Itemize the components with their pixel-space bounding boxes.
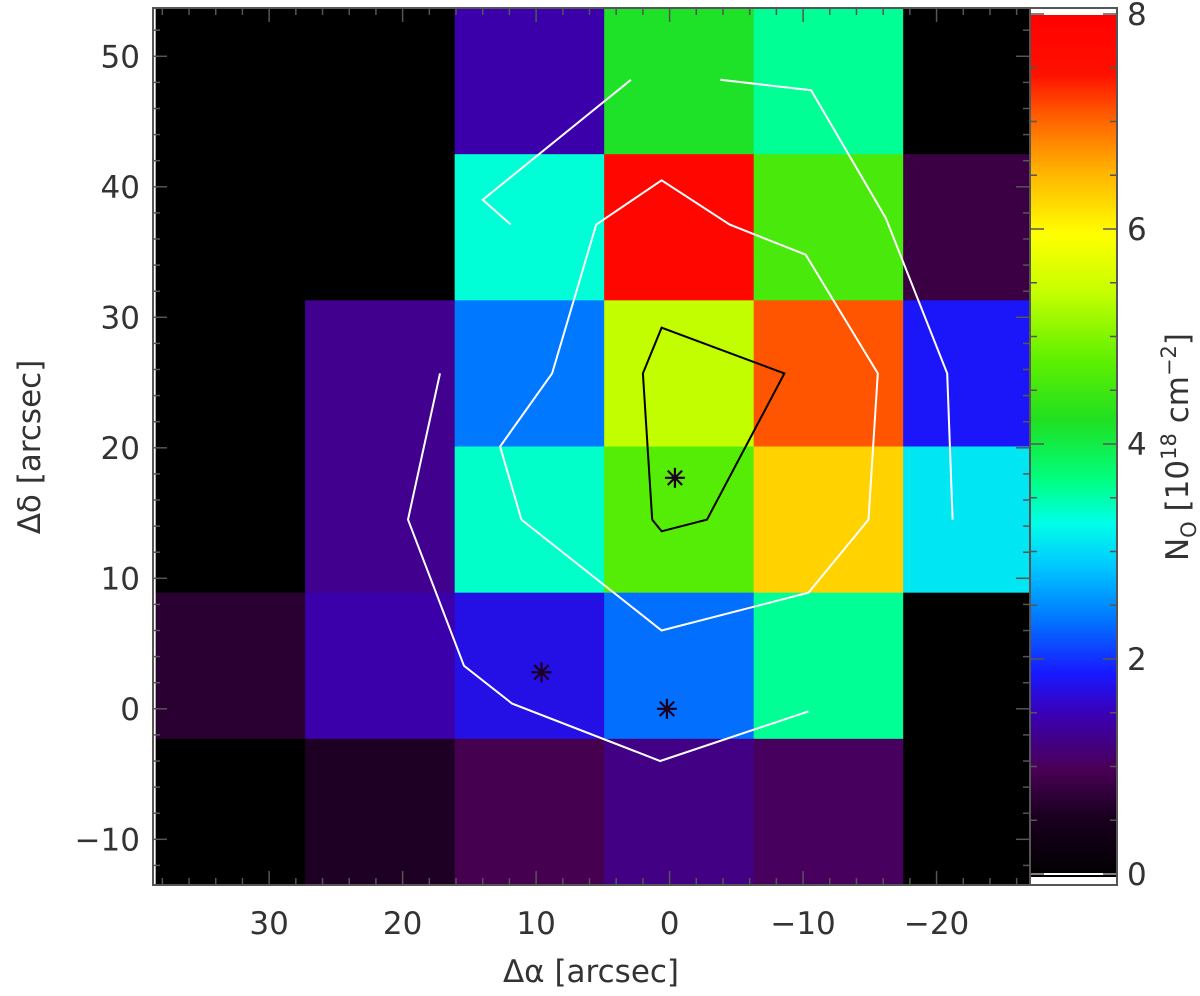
heatmap-cell	[753, 8, 904, 155]
colorbar-tick-label: 0	[1127, 857, 1147, 893]
heatmap-cell	[454, 592, 605, 740]
y-tick-label: 50	[101, 39, 140, 75]
heatmap-cell	[604, 154, 755, 301]
heatmap-cell	[753, 446, 904, 594]
frame-ticks	[153, 8, 1030, 885]
x-tick-label: 10	[516, 906, 555, 942]
heatmap-cell	[155, 154, 306, 301]
heatmap-cell	[903, 300, 1030, 447]
x-axis-label: Δα [arcsec]	[503, 954, 679, 990]
heatmap-cell	[155, 8, 306, 155]
heatmap-cell	[305, 446, 456, 594]
heatmap-cell	[604, 300, 755, 447]
heatmap-cell	[903, 738, 1030, 885]
colorbar-label-n: N	[1160, 538, 1196, 561]
x-tick-label: −20	[904, 906, 969, 942]
y-tick-label: 30	[101, 300, 140, 336]
heatmap-cell	[753, 154, 904, 301]
heatmap-cell	[454, 300, 605, 447]
contour-line	[641, 326, 786, 533]
contour-line	[481, 79, 632, 226]
heatmap-cell	[753, 592, 904, 740]
heatmap-cell	[903, 154, 1030, 301]
x-tick-label: 20	[383, 906, 422, 942]
colorbar-label-unit: cm	[1160, 376, 1196, 433]
star-marker	[656, 698, 677, 719]
colorbar-label-close: ]	[1160, 333, 1196, 345]
heatmap-cell	[305, 592, 456, 740]
heatmap-cell	[305, 154, 456, 301]
heatmap-cell	[305, 300, 456, 447]
contour-line	[406, 373, 809, 763]
heatmap-cell	[454, 154, 605, 301]
heatmap-cell	[454, 446, 605, 594]
colorbar-tick-label: 8	[1127, 0, 1147, 33]
heatmap-cells	[155, 8, 1030, 885]
colorbar-label-exp: 18	[1157, 433, 1181, 460]
colorbar-label-rest: [10	[1160, 460, 1196, 521]
star-markers	[531, 467, 685, 719]
heatmap-cell	[305, 8, 456, 155]
colorbar	[1030, 14, 1117, 877]
heatmap-cell	[903, 592, 1030, 740]
colorbar-tick-label: 4	[1127, 427, 1147, 463]
y-tick-label: 0	[120, 692, 140, 728]
y-tick-label: −10	[75, 822, 140, 858]
heatmap-cell	[155, 738, 306, 885]
heatmap-cell	[753, 300, 904, 447]
heatmap-cell	[454, 8, 605, 155]
heatmap-cell	[155, 446, 306, 594]
y-tick-label: 10	[101, 561, 140, 597]
colorbar-white-lines	[1031, 13, 1116, 880]
colorbar-label-sub: O	[1177, 521, 1200, 538]
y-tick-label: 40	[101, 170, 140, 206]
colorbar-label-unit-exp: −2	[1157, 345, 1181, 376]
heatmap-cell	[454, 738, 605, 885]
colorbar-ticks	[1030, 13, 1117, 875]
heatmap-cell	[305, 738, 456, 885]
heatmap-cell	[604, 592, 755, 740]
star-marker	[531, 662, 552, 683]
colorbar-tick-label: 2	[1127, 642, 1147, 678]
heatmap-cell	[903, 8, 1030, 155]
heatmap-cell	[155, 300, 306, 447]
x-tick-label: 30	[249, 906, 288, 942]
colorbar-tick-label: 6	[1127, 212, 1147, 248]
y-tick-labels: −10 0 10 20 30 40 50	[75, 39, 140, 858]
contour-lines	[406, 78, 954, 763]
heatmap-cell	[604, 446, 755, 594]
heatmap-cell	[604, 738, 755, 885]
y-axis-label: Δδ [arcsec]	[12, 360, 48, 535]
colorbar-tick-labels: 0 2 4 6 8	[1127, 0, 1147, 893]
x-tick-label: 0	[660, 906, 680, 942]
star-marker	[664, 467, 685, 488]
contour-line	[499, 179, 879, 632]
contour-line	[720, 78, 954, 520]
x-tick-labels: 30 20 10 0 −10 −20	[249, 906, 969, 942]
x-tick-label: −10	[770, 906, 835, 942]
y-tick-label: 20	[101, 431, 140, 467]
heatmap-cell	[155, 592, 306, 740]
heatmap-cell	[753, 738, 904, 885]
heatmap-cell	[903, 446, 1030, 594]
colorbar-label: NO [1018 cm−2]	[1157, 333, 1200, 561]
colorbar-frame	[1029, 7, 1118, 886]
